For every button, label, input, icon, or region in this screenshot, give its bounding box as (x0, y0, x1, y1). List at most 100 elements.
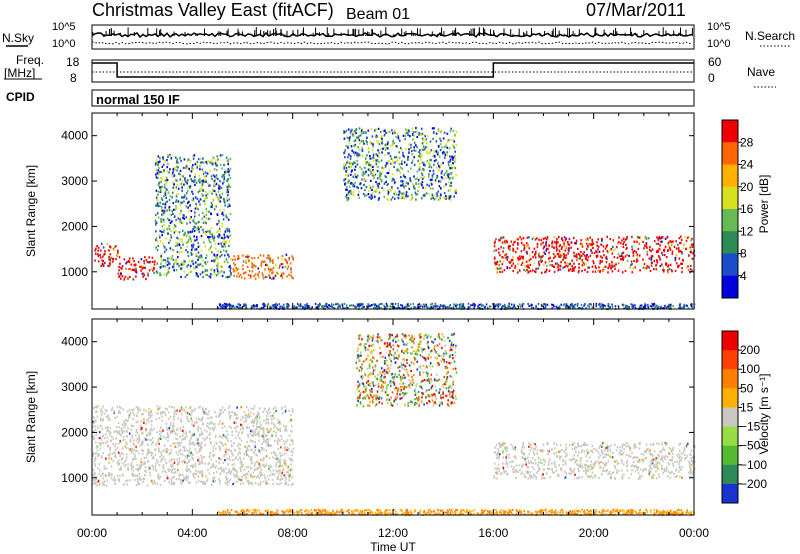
scatter-cell (499, 267, 502, 270)
scatter-cell (420, 133, 423, 136)
scatter-cell (407, 133, 409, 137)
scatter-cell (189, 470, 192, 473)
scatter-cell (422, 194, 425, 197)
scatter-cell (252, 440, 254, 443)
scatter-cell (159, 229, 161, 233)
scatter-cell (134, 478, 136, 481)
scatter-cell (284, 480, 287, 483)
scatter-cell (572, 306, 574, 309)
scatter-cell (362, 184, 365, 187)
scatter-cell (211, 483, 213, 486)
scatter-cell (447, 307, 449, 309)
scatter-cell (151, 464, 153, 467)
scatter-cell (202, 157, 204, 160)
scatter-cell (114, 478, 116, 481)
scatter-cell (184, 454, 187, 458)
scatter-cell (655, 250, 658, 254)
scatter-cell (379, 175, 381, 178)
scatter-cell (532, 236, 535, 239)
scatter-cell (282, 272, 285, 275)
scatter-cell (162, 436, 165, 439)
scatter-cell (145, 258, 148, 262)
scatter-cell (264, 439, 267, 442)
scatter-cell (590, 303, 592, 306)
scatter-cell (236, 275, 238, 278)
scatter-cell (219, 230, 222, 233)
scatter-cell (193, 424, 195, 427)
scatter-cell (577, 247, 579, 251)
scatter-cell (174, 442, 176, 445)
scatter-cell (361, 173, 364, 176)
scatter-cell (271, 268, 273, 271)
scatter-cell (129, 448, 132, 451)
scatter-cell (580, 303, 583, 306)
scatter-cell (410, 146, 412, 149)
scatter-cell (497, 247, 500, 250)
scatter-cell (218, 227, 221, 230)
scatter-cell (259, 464, 261, 467)
scatter-cell (216, 164, 219, 167)
scatter-cell (585, 242, 588, 245)
scatter-cell (533, 254, 536, 257)
scatter-cell (261, 260, 263, 263)
scatter-cell (415, 193, 417, 196)
scatter-cell (150, 427, 152, 430)
scatter-cell (288, 479, 291, 482)
scatter-cell (548, 260, 551, 263)
scatter-cell (445, 183, 447, 186)
scatter-cell (272, 304, 275, 306)
scatter-cell (358, 303, 360, 306)
scatter-cell (137, 482, 139, 485)
scatter-cell (252, 305, 255, 308)
scatter-cell (364, 194, 366, 197)
scatter-cell (187, 179, 189, 182)
scatter-cell (426, 152, 428, 155)
scatter-cell (254, 481, 257, 484)
scatter-cell (535, 250, 537, 253)
scatter-cell (538, 255, 540, 258)
scatter-cell (162, 214, 165, 217)
scatter-cell (275, 307, 277, 310)
scatter-cell (344, 149, 346, 152)
scatter-cell (551, 260, 553, 263)
scatter-cell (511, 264, 513, 267)
scatter-cell (166, 477, 169, 480)
scatter-cell (286, 304, 289, 307)
scatter-cell (454, 135, 456, 138)
scatter-cell (366, 142, 368, 146)
scatter-cell (199, 168, 201, 171)
scatter-cell (166, 477, 168, 480)
scatter-cell (151, 414, 153, 417)
scatter-cell (210, 175, 213, 178)
scatter-cell (661, 253, 664, 257)
scatter-cell (176, 183, 179, 187)
scatter-cell (519, 270, 522, 273)
scatter-cell (121, 456, 124, 459)
scatter-cell (177, 417, 179, 420)
scatter-cell (225, 475, 227, 479)
scatter-cell (281, 305, 283, 308)
scatter-cell (210, 268, 213, 271)
scatter-cell (227, 185, 230, 188)
scatter-cell (255, 433, 257, 437)
scatter-cell (185, 216, 188, 219)
scatter-cell (131, 459, 134, 462)
scatter-cell (249, 274, 252, 277)
scatter-cell (534, 256, 537, 259)
scatter-cell (191, 409, 193, 412)
scatter-cell (536, 243, 539, 246)
scatter-cell (654, 306, 657, 308)
scatter-cell (195, 451, 198, 454)
scatter-cell (206, 478, 209, 481)
scatter-cell (622, 255, 624, 258)
scatter-cell (156, 193, 159, 197)
scatter-cell (689, 247, 692, 251)
scatter-cell (218, 412, 220, 415)
scatter-cell (352, 130, 355, 134)
scatter-cell (597, 248, 599, 251)
scatter-cell (206, 260, 209, 263)
scatter-cell (288, 448, 290, 451)
scatter-cell (268, 464, 270, 467)
scatter-cell (659, 264, 662, 268)
scatter-cell (277, 447, 280, 450)
